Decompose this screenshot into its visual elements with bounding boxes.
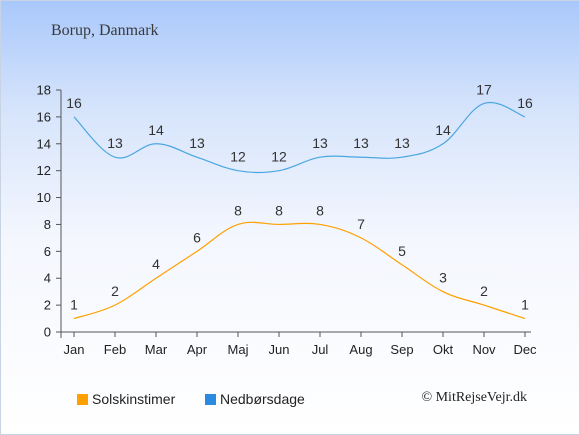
x-tick-label: Apr [187,342,208,357]
credit-text: © MitRejseVejr.dk [421,390,527,405]
data-label-sun: 6 [193,229,201,245]
data-label-rain: 12 [271,149,287,165]
data-label-sun: 2 [480,283,488,299]
y-tick-label: 2 [44,298,51,313]
data-label-sun: 8 [316,202,324,218]
x-tick-label: Nov [472,342,496,357]
data-label-sun: 3 [439,270,447,286]
data-label-rain: 16 [517,95,533,111]
data-label-rain: 13 [353,135,369,151]
series-line-rain [73,101,526,174]
y-tick-label: 6 [44,244,51,259]
chart-title: Borup, Danmark [51,22,159,39]
y-tick-label: 8 [44,217,51,232]
legend-swatch-rain [205,394,216,405]
legend-label-rain: Nedbørsdage [220,391,305,407]
y-tick-label: 12 [37,163,51,178]
series-group [73,101,526,320]
data-label-sun: 8 [234,202,242,218]
x-tick-label: Dec [513,342,537,357]
y-tick-label: 10 [37,190,51,205]
x-tick-label: Feb [104,342,126,357]
data-label-rain: 13 [189,135,205,151]
data-label-rain: 17 [476,81,492,97]
data-label-rain: 14 [148,122,164,138]
x-tick-label: Sep [390,342,413,357]
x-tick-label: Jul [312,342,329,357]
data-label-sun: 1 [70,297,78,313]
data-label-sun: 4 [152,256,160,272]
data-label-rain: 12 [230,149,246,165]
data-label-rain: 13 [394,135,410,151]
data-label-sun: 2 [111,283,119,299]
x-tick-label: Jan [64,342,85,357]
x-tick-label: Mar [145,342,168,357]
legend-item-sun: Solskinstimer [77,391,175,407]
x-tick-label: Aug [349,342,372,357]
x-tick-label: Jun [269,342,290,357]
data-label-rain: 13 [107,135,123,151]
y-tick-label: 16 [37,109,51,124]
x-tick-label: Maj [228,342,249,357]
y-tick-label: 18 [37,83,51,98]
legend-label-sun: Solskinstimer [92,391,176,407]
data-label-rain: 14 [435,122,451,138]
data-label-rain: 16 [66,95,82,111]
legend-item-rain: Nedbørsdage [205,391,305,407]
series-line-sun [73,221,526,320]
data-label-sun: 7 [357,216,365,232]
data-label-sun: 1 [521,297,529,313]
data-label-rain: 13 [312,135,328,151]
y-tick-label: 4 [44,271,51,286]
data-label-sun: 5 [398,243,406,259]
y-tick-label: 14 [37,136,51,151]
x-tick-label: Okt [433,342,454,357]
legend-swatch-sun [77,394,88,405]
data-label-sun: 8 [275,202,283,218]
y-tick-label: 0 [44,325,51,340]
